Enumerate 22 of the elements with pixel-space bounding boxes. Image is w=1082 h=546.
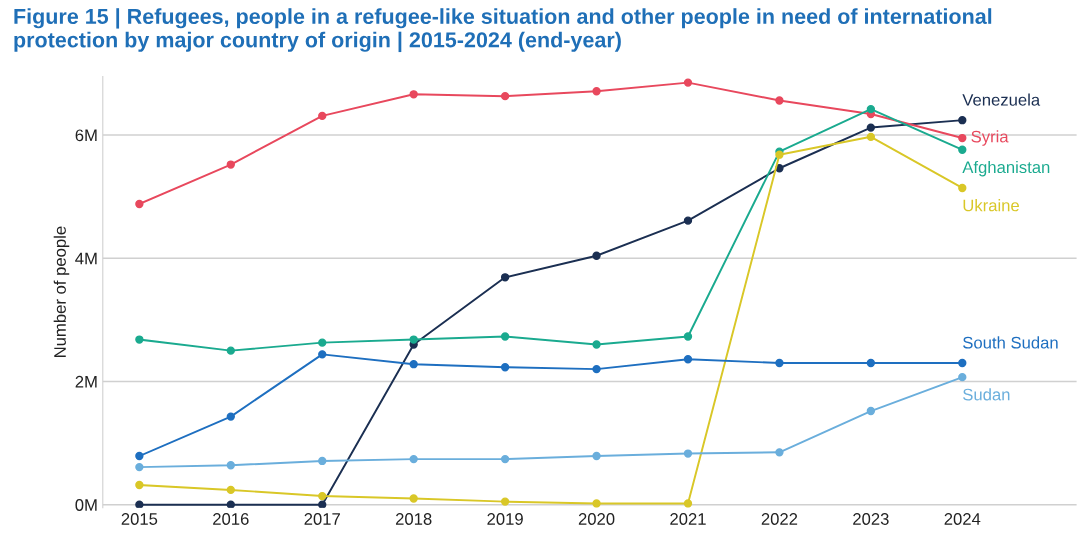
x-tick-label: 2017 (304, 513, 340, 525)
series-label: Venezuela (962, 93, 1041, 106)
y-tick-label: 4M (75, 252, 97, 265)
chart-title: Figure 15 | Refugees, people in a refugee-like situation and other people in need of international protection by major country of origin | 2015-2024 (end-year) (14, 8, 992, 53)
x-tick-label: 2023 (853, 513, 889, 525)
y-tick-label: 2M (75, 375, 97, 388)
series-label: Ukraine (963, 199, 1019, 212)
series-label: South Sudan (963, 336, 1058, 349)
x-tick-label: 2021 (670, 513, 706, 525)
x-tick-label: 2022 (761, 513, 798, 525)
series-label: Afghanistan (962, 160, 1050, 177)
x-tick-label: 2016 (213, 513, 249, 525)
x-tick-label: 2020 (578, 513, 615, 525)
y-tick-label: 6M (75, 129, 97, 142)
y-tick-label: 0M (75, 499, 97, 511)
y-axis-title: Number of people (53, 226, 70, 357)
series-label: Syria (971, 130, 1009, 146)
x-tick-label: 2024 (944, 513, 981, 525)
x-tick-label: 2015 (121, 513, 158, 525)
x-tick-label: 2018 (395, 513, 432, 525)
series-label: Sudan (963, 388, 1010, 401)
x-tick-label: 2019 (487, 513, 523, 525)
